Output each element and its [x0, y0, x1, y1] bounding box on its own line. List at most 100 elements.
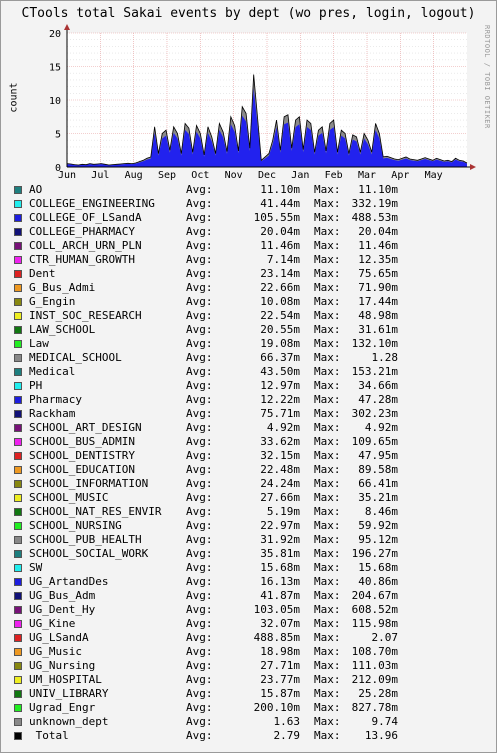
legend-avg-label: Avg:	[186, 351, 213, 364]
legend-row: SW Avg: 15.68m Max: 15.68m	[14, 561, 474, 575]
legend-name: unknown_dept	[29, 715, 109, 728]
legend-max-value: 71.90m	[358, 281, 398, 294]
legend-avg-value: 23.77m	[260, 673, 300, 686]
area-series-college-of-lsanda	[67, 88, 467, 167]
legend-name: UG_Kine	[29, 617, 76, 630]
legend-max-label: Max:	[314, 337, 341, 350]
legend-max-value: 95.12m	[358, 533, 398, 546]
legend-max-label: Max:	[314, 365, 341, 378]
legend-name: COLLEGE_OF_LSandA	[29, 211, 142, 224]
legend-avg-label: Avg:	[186, 547, 213, 560]
legend-avg-value: 75.71m	[260, 407, 300, 420]
legend-max-value: 11.10m	[358, 183, 398, 196]
legend-avg-label: Avg:	[186, 673, 213, 686]
legend-max-label: Max:	[314, 197, 341, 210]
legend-avg-value: 1.63	[273, 715, 301, 728]
y-tick-label: 10	[49, 96, 61, 107]
legend-max-value: 108.70m	[351, 645, 398, 658]
legend-max-label: Max:	[314, 309, 341, 322]
legend-swatch	[14, 606, 22, 614]
legend-max-label: Max:	[314, 463, 341, 476]
legend-avg-value: 20.55m	[260, 323, 300, 336]
legend-max-label: Max:	[314, 281, 341, 294]
legend-avg-label: Avg:	[186, 379, 213, 392]
legend-avg-label: Avg:	[186, 575, 213, 588]
legend-swatch	[14, 508, 22, 516]
legend-name: AO	[29, 183, 43, 196]
legend-name: Medical	[29, 365, 76, 378]
legend-max-value: 31.61m	[358, 323, 398, 336]
legend-avg-label: Avg:	[186, 267, 213, 280]
legend-avg-label: Avg:	[186, 463, 213, 476]
legend-row: COLLEGE_PHARMACY Avg: 20.04m Max: 20.04m	[14, 225, 474, 239]
legend-name: SCHOOL_NURSING	[29, 519, 122, 532]
legend-swatch	[14, 256, 22, 264]
legend-avg-value: 11.10m	[260, 183, 300, 196]
legend-avg-value: 15.68m	[260, 561, 300, 574]
legend-row: SCHOOL_SOCIAL_WORK Avg: 35.81m Max: 196.27m	[14, 547, 474, 561]
legend-swatch	[14, 200, 22, 208]
legend-row: SCHOOL_PUB_HEALTH Avg: 31.92m Max: 95.12m	[14, 533, 474, 547]
legend-swatch	[14, 396, 22, 404]
x-tick-label: Aug	[125, 170, 143, 180]
legend-avg-label: Avg:	[186, 561, 213, 574]
legend-max-value: 59.92m	[358, 519, 398, 532]
legend-avg-value: 7.14m	[266, 253, 300, 266]
legend-name: Ugrad_Engr	[29, 701, 96, 714]
legend-swatch	[14, 620, 22, 628]
legend-name: MEDICAL_SCHOOL	[29, 351, 122, 364]
legend-max-label: Max:	[314, 715, 341, 728]
legend-swatch	[14, 326, 22, 334]
x-tick-labels: Jun Jul Aug Sep Oct Nov Dec Jan Feb Mar Apr May	[58, 170, 443, 180]
legend-row: PH Avg: 12.97m Max: 34.66m	[14, 379, 474, 393]
legend-avg-value: 41.44m	[260, 197, 300, 210]
legend-max-label: Max:	[314, 589, 341, 602]
legend-row: Medical Avg: 43.50m Max: 153.21m	[14, 365, 474, 379]
legend-avg-label: Avg:	[186, 645, 213, 658]
legend-max-label: Max:	[314, 379, 341, 392]
legend-avg-value: 15.87m	[260, 687, 300, 700]
legend-avg-label: Avg:	[186, 519, 213, 532]
legend-max-label: Max:	[314, 211, 341, 224]
legend-max-label: Max:	[314, 547, 341, 560]
legend-max-label: Max:	[314, 351, 341, 364]
legend-max-value: 8.46m	[364, 505, 398, 518]
legend-avg-value: 12.22m	[260, 393, 300, 406]
x-tick-label: Feb	[325, 170, 343, 180]
legend-max-label: Max:	[314, 393, 341, 406]
legend-max-value: 153.21m	[351, 365, 398, 378]
legend-avg-label: Avg:	[186, 631, 213, 644]
legend-swatch	[14, 452, 22, 460]
legend-avg-label: Avg:	[186, 533, 213, 546]
legend-name: Law	[29, 337, 49, 350]
legend-max-value: 25.28m	[358, 687, 398, 700]
legend-swatch	[14, 382, 22, 390]
legend-name: Dent	[29, 267, 56, 280]
legend-swatch	[14, 648, 22, 656]
legend-avg-value: 200.10m	[253, 701, 300, 714]
legend-max-label: Max:	[314, 421, 341, 434]
legend-name: COLL_ARCH_URN_PLN	[29, 239, 142, 252]
legend-swatch	[14, 564, 22, 572]
x-tick-label: May	[425, 170, 443, 180]
total-line	[66, 74, 468, 166]
legend-max-value: 20.04m	[358, 225, 398, 238]
legend-row: INST_SOC_RESEARCH Avg: 22.54m Max: 48.98m	[14, 309, 474, 323]
legend-avg-value: 22.54m	[260, 309, 300, 322]
legend-avg-label: Avg:	[186, 449, 213, 462]
legend-swatch	[14, 536, 22, 544]
legend-avg-label: Avg:	[186, 701, 213, 714]
legend-name: G_Bus_Admi	[29, 281, 96, 294]
legend-max-value: 212.09m	[351, 673, 398, 686]
legend-row: Law Avg: 19.08m Max: 132.10m	[14, 337, 474, 351]
legend-row: UG_Music Avg: 18.98m Max: 108.70m	[14, 645, 474, 659]
axes	[64, 24, 476, 170]
legend-name: SCHOOL_NAT_RES_ENVIR	[29, 505, 162, 518]
legend-max-label: Max:	[314, 323, 341, 336]
legend-row: SCHOOL_NAT_RES_ENVIR Avg: 5.19m Max: 8.46m	[14, 505, 474, 519]
legend-swatch	[14, 480, 22, 488]
legend-row: UG_Bus_Adm Avg: 41.87m Max: 204.67m	[14, 589, 474, 603]
legend-avg-label: Avg:	[186, 393, 213, 406]
legend-row: UG_LSandA Avg: 488.85m Max: 2.07	[14, 631, 474, 645]
legend-max-label: Max:	[314, 575, 341, 588]
